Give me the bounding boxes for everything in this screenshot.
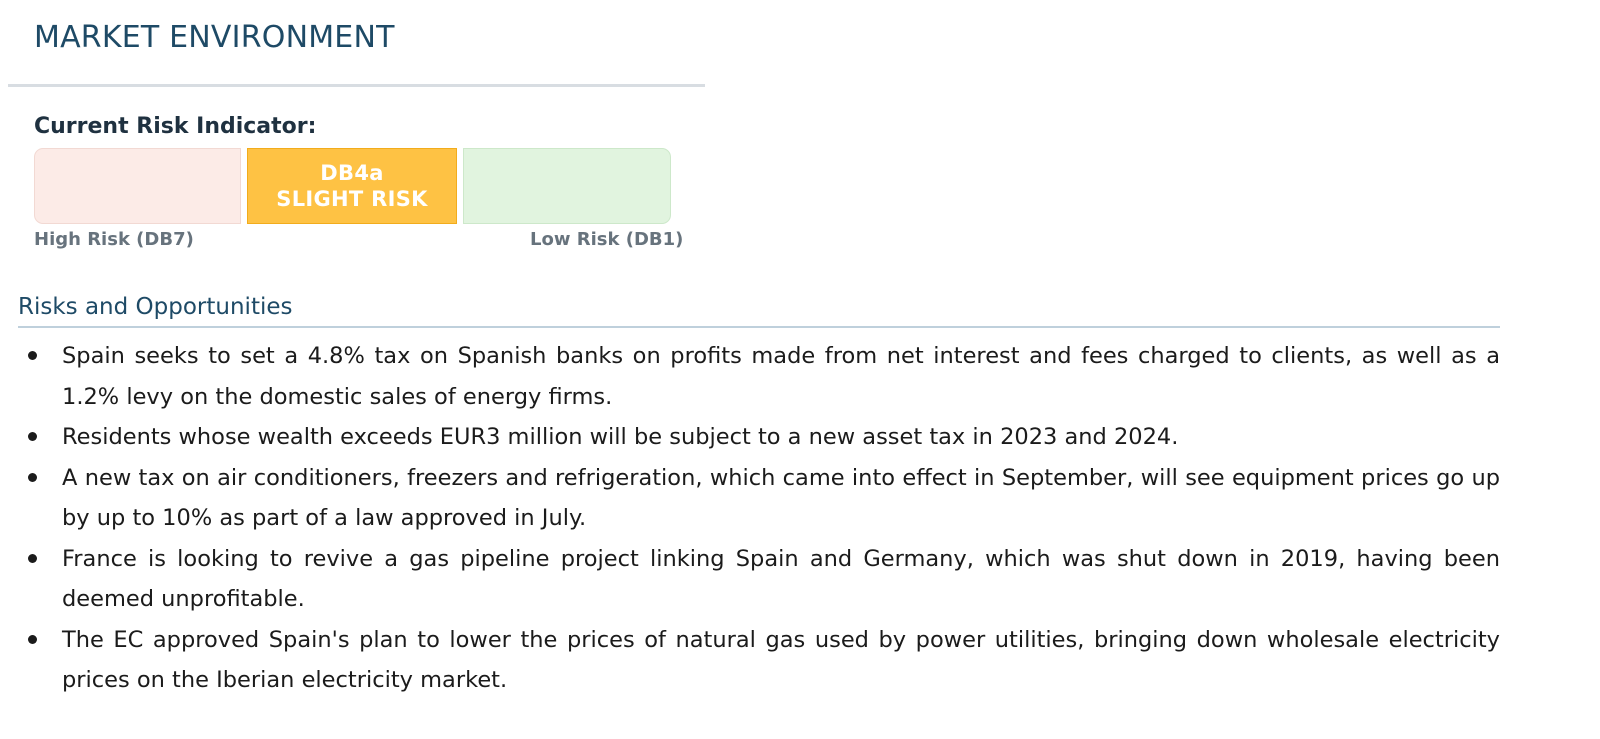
list-item: A new tax on air conditioners, freezers … — [28, 458, 1500, 539]
list-item-text: France is looking to revive a gas pipeli… — [62, 545, 1500, 613]
bullet-dot-icon — [28, 634, 37, 644]
risks-heading: Risks and Opportunities — [18, 294, 293, 320]
list-item: The EC approved Spain's plan to lower th… — [28, 620, 1500, 701]
section-title: MARKET ENVIRONMENT — [34, 20, 395, 55]
list-item: Spain seeks to set a 4.8% tax on Spanish… — [28, 336, 1500, 417]
list-item: Residents whose wealth exceeds EUR3 mill… — [28, 417, 1500, 458]
risk-indicator-label: Current Risk Indicator: — [34, 114, 317, 139]
risk-segment-current: DB4a SLIGHT RISK — [247, 148, 457, 224]
current-risk-code: DB4a — [320, 161, 384, 185]
list-item-text: Residents whose wealth exceeds EUR3 mill… — [62, 424, 1179, 450]
bullet-dot-icon — [28, 351, 37, 360]
risks-list: Spain seeks to set a 4.8% tax on Spanish… — [28, 336, 1500, 701]
title-divider — [8, 84, 705, 87]
risks-divider — [18, 326, 1500, 328]
list-item-text: Spain seeks to set a 4.8% tax on Spanish… — [62, 343, 1500, 410]
bullet-dot-icon — [28, 432, 37, 441]
list-item: France is looking to revive a gas pipeli… — [28, 539, 1500, 620]
bullet-dot-icon — [28, 553, 37, 563]
high-risk-label: High Risk (DB7) — [34, 229, 194, 250]
list-item-text: A new tax on air conditioners, freezers … — [62, 464, 1500, 532]
bullet-dot-icon — [28, 472, 37, 482]
current-risk-level: SLIGHT RISK — [276, 187, 428, 211]
risk-segment-high — [34, 148, 241, 224]
list-item-text: The EC approved Spain's plan to lower th… — [62, 626, 1500, 694]
risk-indicator-bar: DB4a SLIGHT RISK — [34, 148, 671, 224]
low-risk-label: Low Risk (DB1) — [530, 229, 684, 250]
risk-segment-low — [463, 148, 671, 224]
